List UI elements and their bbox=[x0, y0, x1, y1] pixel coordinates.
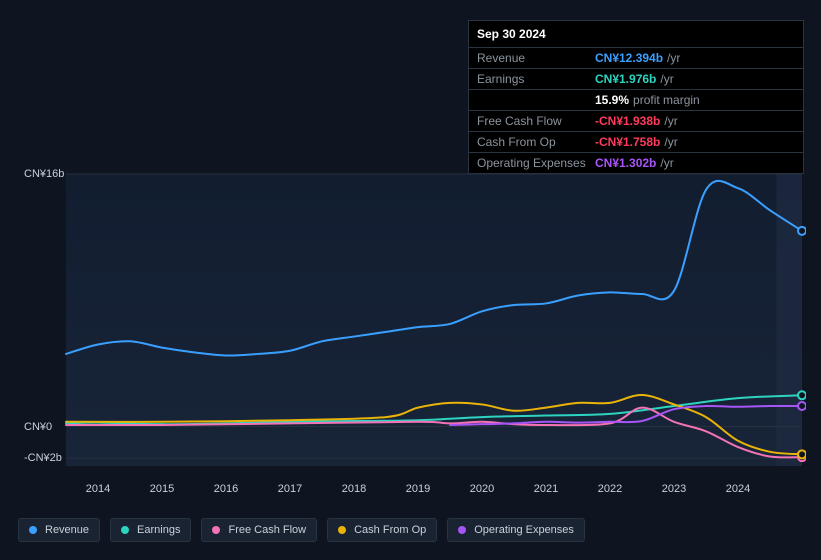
tooltip-row-suffix: /yr bbox=[664, 135, 677, 149]
tooltip-row-value: -CN¥1.758b bbox=[595, 135, 660, 149]
tooltip-row-value: CN¥1.976b bbox=[595, 72, 656, 86]
tooltip-row-label: Revenue bbox=[477, 51, 595, 65]
legend-dot-icon bbox=[458, 526, 466, 534]
tooltip-row-value: 15.9% bbox=[595, 93, 629, 107]
tooltip-row: Free Cash Flow-CN¥1.938b/yr bbox=[469, 111, 803, 132]
x-axis-label: 2019 bbox=[406, 483, 430, 495]
x-axis-label: 2016 bbox=[214, 483, 238, 495]
tooltip-row-value: CN¥12.394b bbox=[595, 51, 663, 65]
x-axis-label: 2014 bbox=[86, 483, 110, 495]
data-tooltip: Sep 30 2024 RevenueCN¥12.394b/yrEarnings… bbox=[468, 20, 804, 174]
tooltip-row: RevenueCN¥12.394b/yr bbox=[469, 48, 803, 69]
legend-label: Revenue bbox=[45, 524, 89, 536]
x-axis-label: 2022 bbox=[598, 483, 622, 495]
y-axis-label: -CN¥2b bbox=[24, 452, 62, 464]
legend-item-revenue[interactable]: Revenue bbox=[18, 518, 100, 542]
x-axis-label: 2023 bbox=[662, 483, 686, 495]
legend-dot-icon bbox=[338, 526, 346, 534]
chart-container: { "title_date": "Sep 30 2024", "tooltip"… bbox=[0, 0, 821, 560]
x-axis-labels: 2014 2015 2016 2017 2018 2019 2020 2021 2022 2023… bbox=[18, 483, 806, 499]
legend-label: Free Cash Flow bbox=[228, 524, 306, 536]
tooltip-row-suffix: /yr bbox=[660, 72, 673, 86]
legend-dot-icon bbox=[121, 526, 129, 534]
x-axis-label: 2018 bbox=[342, 483, 366, 495]
x-axis-label: 2024 bbox=[726, 483, 750, 495]
tooltip-row-value: -CN¥1.938b bbox=[595, 114, 660, 128]
legend-item-operating-expenses[interactable]: Operating Expenses bbox=[447, 518, 585, 542]
legend-item-cash-from-op[interactable]: Cash From Op bbox=[327, 518, 437, 542]
tooltip-row-label: Free Cash Flow bbox=[477, 114, 595, 128]
x-axis-label: 2015 bbox=[150, 483, 174, 495]
tooltip-row-suffix: profit margin bbox=[633, 93, 700, 107]
tooltip-date: Sep 30 2024 bbox=[469, 21, 803, 48]
x-axis-label: 2021 bbox=[534, 483, 558, 495]
tooltip-row-suffix: /yr bbox=[664, 114, 677, 128]
legend-label: Operating Expenses bbox=[474, 524, 574, 536]
x-axis-label: 2017 bbox=[278, 483, 302, 495]
tooltip-row: 15.9% profit margin bbox=[469, 90, 803, 111]
legend-dot-icon bbox=[29, 526, 37, 534]
tooltip-row-label: Cash From Op bbox=[477, 135, 595, 149]
legend-item-earnings[interactable]: Earnings bbox=[110, 518, 191, 542]
legend-item-free-cash-flow[interactable]: Free Cash Flow bbox=[201, 518, 317, 542]
chart-svg bbox=[18, 160, 806, 480]
x-axis-label: 2020 bbox=[470, 483, 494, 495]
y-axis-label: CN¥0 bbox=[24, 421, 52, 433]
legend-label: Earnings bbox=[137, 524, 180, 536]
tooltip-row: Cash From Op-CN¥1.758b/yr bbox=[469, 132, 803, 153]
y-axis-label: CN¥16b bbox=[24, 168, 64, 180]
tooltip-row: EarningsCN¥1.976b/yr bbox=[469, 69, 803, 90]
legend-dot-icon bbox=[212, 526, 220, 534]
chart-legend: Revenue Earnings Free Cash Flow Cash From O… bbox=[18, 518, 585, 542]
tooltip-row-suffix: /yr bbox=[667, 51, 680, 65]
legend-label: Cash From Op bbox=[354, 524, 426, 536]
tooltip-row-label: Earnings bbox=[477, 72, 595, 86]
financial-chart[interactable]: CN¥16b CN¥0 -CN¥2b bbox=[18, 160, 806, 480]
